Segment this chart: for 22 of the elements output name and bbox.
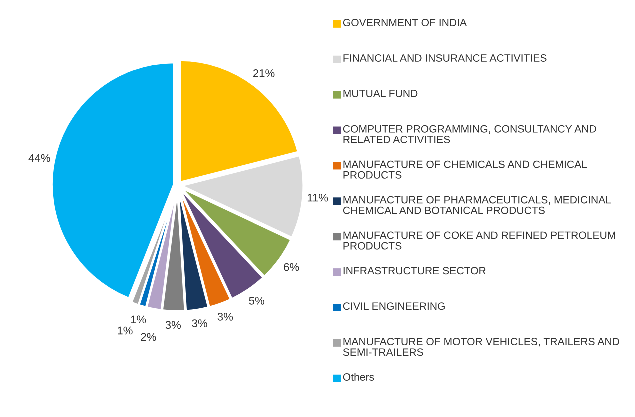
data-label: 3%	[218, 313, 234, 321]
data-label: 21%	[253, 70, 275, 78]
data-label: 3%	[166, 321, 182, 330]
legend-label: MANUFACTURE OF PHARMACEUTICALS, MEDICINAL CHEMICAL AND BOTANICAL PRODUCTS	[343, 196, 612, 214]
legend-label: CIVIL ENGINEERING	[343, 302, 445, 310]
legend-label: Others	[343, 373, 374, 381]
legend-label: MANUFACTURE OF CHEMICALS AND CHEMICAL PRODUCTS	[344, 160, 588, 179]
data-label: 3%	[192, 320, 208, 328]
data-label: 1%	[118, 326, 133, 335]
legend-label: COMPUTER PROGRAMMING, CONSULTANCY AND RELATED ACTIVITIES	[343, 125, 596, 144]
legend-label: INFRASTRUCTURE SECTOR	[344, 267, 486, 275]
data-label: 11%	[308, 194, 328, 202]
legend-label: MANUFACTURE OF MOTOR VEHICLES, TRAILERS AND SEMI-TRAILERS	[343, 338, 620, 356]
data-label: 1%	[131, 316, 146, 324]
legend-label: GOVERNMENT OF INDIA	[343, 19, 468, 27]
data-label: 6%	[284, 263, 300, 272]
data-label: 2%	[141, 333, 156, 342]
legend-label: MUTUAL FUND	[344, 90, 418, 98]
data-label: 44%	[28, 154, 50, 162]
legend-label: FINANCIAL AND INSURANCE ACTIVITIES	[344, 54, 547, 62]
legend-label: MANUFACTURE OF COKE AND REFINED PETROLEUM PRODUCTS	[344, 232, 616, 250]
data-label: 5%	[249, 297, 264, 305]
